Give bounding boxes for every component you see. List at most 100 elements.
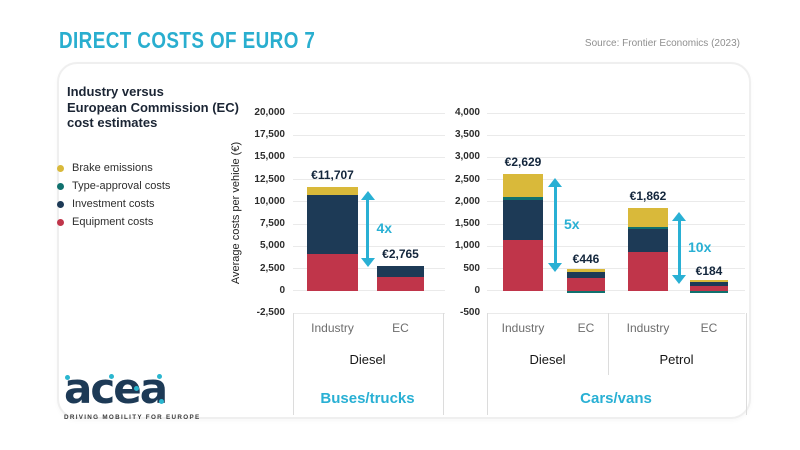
gridline — [487, 201, 745, 203]
y-tick-label: 2,500 — [259, 262, 285, 274]
legend: Brake emissions Type-approval costs Invest… — [57, 162, 170, 228]
comparison-ratio-label: 10x — [688, 238, 712, 255]
y-tick-label: 1,500 — [454, 218, 480, 230]
gridline — [487, 223, 745, 225]
source-attribution: Source: Frontier Economics (2023) — [584, 38, 740, 49]
bar-segment-type_approval — [690, 290, 728, 294]
bar-segment-brake — [690, 279, 728, 283]
y-tick-label: 3,500 — [454, 129, 480, 141]
footer-divider — [608, 313, 609, 375]
gridline — [293, 112, 445, 114]
gridline — [293, 134, 445, 136]
bar-segment-type_approval — [567, 290, 605, 293]
legend-swatch-equipment — [57, 218, 64, 226]
bar-segment-brake — [307, 186, 358, 195]
bar-segment-type_approval — [503, 197, 543, 200]
gridline — [293, 156, 445, 158]
logo-accent-dot — [134, 386, 139, 391]
bar-total-label: €2,765 — [382, 247, 419, 262]
bar-category-label: Industry — [626, 321, 670, 335]
logo-tagline: DRIVING MOBILITY FOR EUROPE — [64, 414, 201, 421]
chart-title: Buses/trucks — [320, 390, 415, 407]
bar-segment-equipment — [628, 251, 668, 291]
acea-logo: acea DRIVING MOBILITY FOR EUROPE — [64, 364, 201, 422]
legend-swatch-type_approval — [57, 182, 64, 190]
fuel-label: Petrol — [659, 352, 694, 367]
legend-label: Investment costs — [72, 198, 155, 210]
bar-segment-equipment — [503, 239, 543, 291]
y-tick-label: 0 — [279, 284, 285, 296]
y-tick-label: 0 — [474, 284, 480, 296]
logo-accent-dot — [157, 374, 162, 379]
bar-segment-investment — [690, 282, 728, 286]
bar-segment-equipment — [377, 277, 424, 291]
gridline — [293, 312, 445, 314]
y-tick-label: 12,500 — [254, 173, 285, 185]
logo-accent-dot — [159, 399, 164, 404]
bar-segment-equipment — [307, 254, 358, 291]
y-tick-label: 2,500 — [454, 173, 480, 185]
legend-item-brake: Brake emissions — [57, 162, 170, 174]
y-tick-label: 15,000 — [254, 151, 285, 163]
gridline — [487, 245, 745, 247]
gridline — [293, 223, 445, 225]
page-title: DIRECT COSTS OF EURO 7 — [59, 27, 316, 53]
bar-segment-equipment — [567, 277, 605, 291]
chart-footer-box — [293, 313, 444, 415]
bar-total-label: €184 — [695, 263, 723, 278]
comparison-arrow — [553, 186, 557, 263]
legend-item-equipment: Equipment costs — [57, 216, 170, 228]
y-tick-label: 17,500 — [254, 129, 285, 141]
logo-wordmark: acea — [64, 364, 168, 413]
logo-accent-dot — [109, 374, 114, 379]
fuel-label: Diesel — [529, 352, 566, 367]
gridline — [487, 156, 745, 158]
bar-segment-equipment — [690, 285, 728, 291]
comparison-arrow — [366, 199, 369, 259]
bar-total-label: €1,862 — [629, 189, 667, 204]
comparison-ratio-label: 4x — [376, 219, 393, 236]
y-tick-label: 3,000 — [454, 151, 480, 163]
gridline — [293, 201, 445, 203]
gridline — [487, 179, 745, 181]
bar-total-label: €2,629 — [504, 154, 542, 169]
chart-heading: Industry versus European Commission (EC)… — [67, 84, 239, 131]
bar-segment-investment — [567, 272, 605, 278]
legend-label: Brake emissions — [72, 162, 153, 174]
legend-item-type_approval: Type-approval costs — [57, 180, 170, 192]
gridline — [293, 290, 445, 292]
heading-line-3: cost estimates — [67, 115, 158, 130]
heading-line-2: European Commission (EC) — [67, 99, 239, 115]
bar-total-label: €446 — [572, 251, 600, 266]
bar-category-label: EC — [700, 321, 718, 335]
legend-swatch-investment — [57, 200, 64, 208]
bar-segment-brake — [503, 173, 543, 198]
legend-label: Equipment costs — [72, 216, 154, 228]
y-tick-label: 2,000 — [454, 195, 480, 207]
bar-segment-investment — [307, 194, 358, 255]
bar-segment-investment — [377, 266, 424, 278]
chart-footer-box — [487, 313, 747, 415]
gridline — [293, 179, 445, 181]
bar-segment-brake — [567, 269, 605, 273]
bar-total-label: €11,707 — [311, 167, 354, 182]
y-tick-label: 20,000 — [254, 107, 285, 118]
legend-item-investment: Investment costs — [57, 198, 170, 210]
bar-segment-investment — [628, 228, 668, 252]
logo-accent-dot — [65, 375, 70, 380]
bar-category-label: EC — [392, 321, 409, 335]
y-tick-label: 500 — [463, 262, 480, 274]
gridline — [487, 312, 745, 314]
bar-category-label: Industry — [311, 321, 354, 335]
chart-title: Cars/vans — [580, 390, 652, 407]
legend-swatch-brake — [57, 164, 64, 172]
bar-segment-brake — [628, 208, 668, 227]
y-tick-label: 1,000 — [454, 240, 480, 252]
comparison-arrow — [677, 221, 681, 275]
y-tick-label: 7,500 — [259, 218, 285, 230]
y-tick-label: 5,000 — [259, 240, 285, 252]
comparison-ratio-label: 5x — [564, 215, 580, 232]
gridline — [487, 290, 745, 292]
